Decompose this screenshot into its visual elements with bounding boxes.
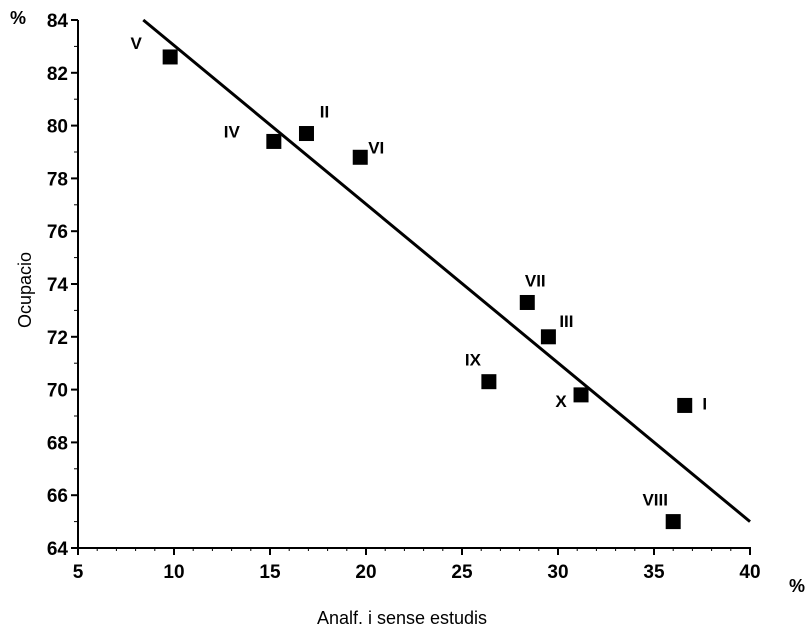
data-point-label: III	[559, 312, 573, 331]
y-tick-label: 64	[47, 539, 69, 560]
y-tick-label: 76	[47, 222, 68, 243]
data-point-label: VI	[368, 138, 384, 157]
data-point-label: X	[555, 392, 567, 411]
y-tick-label: 72	[47, 328, 68, 349]
y-tick-label: 74	[47, 275, 69, 296]
y-axis-title: Ocupacio	[15, 252, 35, 328]
y-tick-label: 82	[47, 64, 68, 85]
data-point-label: IV	[224, 122, 241, 141]
data-point-label: IX	[465, 351, 482, 370]
x-tick-label: 35	[643, 562, 665, 583]
y-tick-label: 68	[47, 433, 68, 454]
trend-line	[142, 18, 751, 523]
x-axis-title: Analf. i sense estudis	[317, 608, 487, 628]
data-point-label: VIII	[642, 491, 668, 510]
data-point	[162, 49, 178, 65]
axis-ticks: 5 10 15 20 25 30 35 40 64 66 68 70 72 74 76 78 80 82 84	[47, 11, 761, 583]
data-point-label: I	[702, 394, 707, 413]
y-tick-label: 80	[47, 117, 68, 138]
trend-line-group	[142, 18, 751, 523]
data-point-label: VII	[525, 271, 546, 290]
data-point	[665, 514, 681, 530]
x-unit-label: %	[789, 576, 805, 596]
data-point-label: V	[130, 34, 142, 53]
x-tick-label: 10	[163, 562, 184, 583]
data-point	[519, 294, 535, 310]
x-tick-label: 15	[259, 562, 281, 583]
x-tick-label: 5	[73, 562, 84, 583]
y-tick-label: 84	[47, 11, 69, 32]
axes	[77, 20, 751, 549]
y-tick-label: 70	[47, 381, 68, 402]
y-tick-label: 78	[47, 169, 68, 190]
y-unit-label: %	[10, 8, 26, 28]
data-point	[573, 387, 589, 403]
data-point	[298, 126, 314, 142]
data-point	[540, 329, 556, 345]
x-tick-label: 40	[739, 562, 760, 583]
data-point	[352, 149, 368, 165]
x-tick-label: 30	[547, 562, 568, 583]
x-tick-label: 20	[355, 562, 376, 583]
data-point	[266, 133, 282, 149]
data-point	[481, 374, 497, 390]
x-tick-label: 25	[451, 562, 473, 583]
data-point-label: II	[320, 103, 329, 122]
data-point	[677, 397, 693, 413]
y-tick-label: 66	[47, 486, 68, 507]
